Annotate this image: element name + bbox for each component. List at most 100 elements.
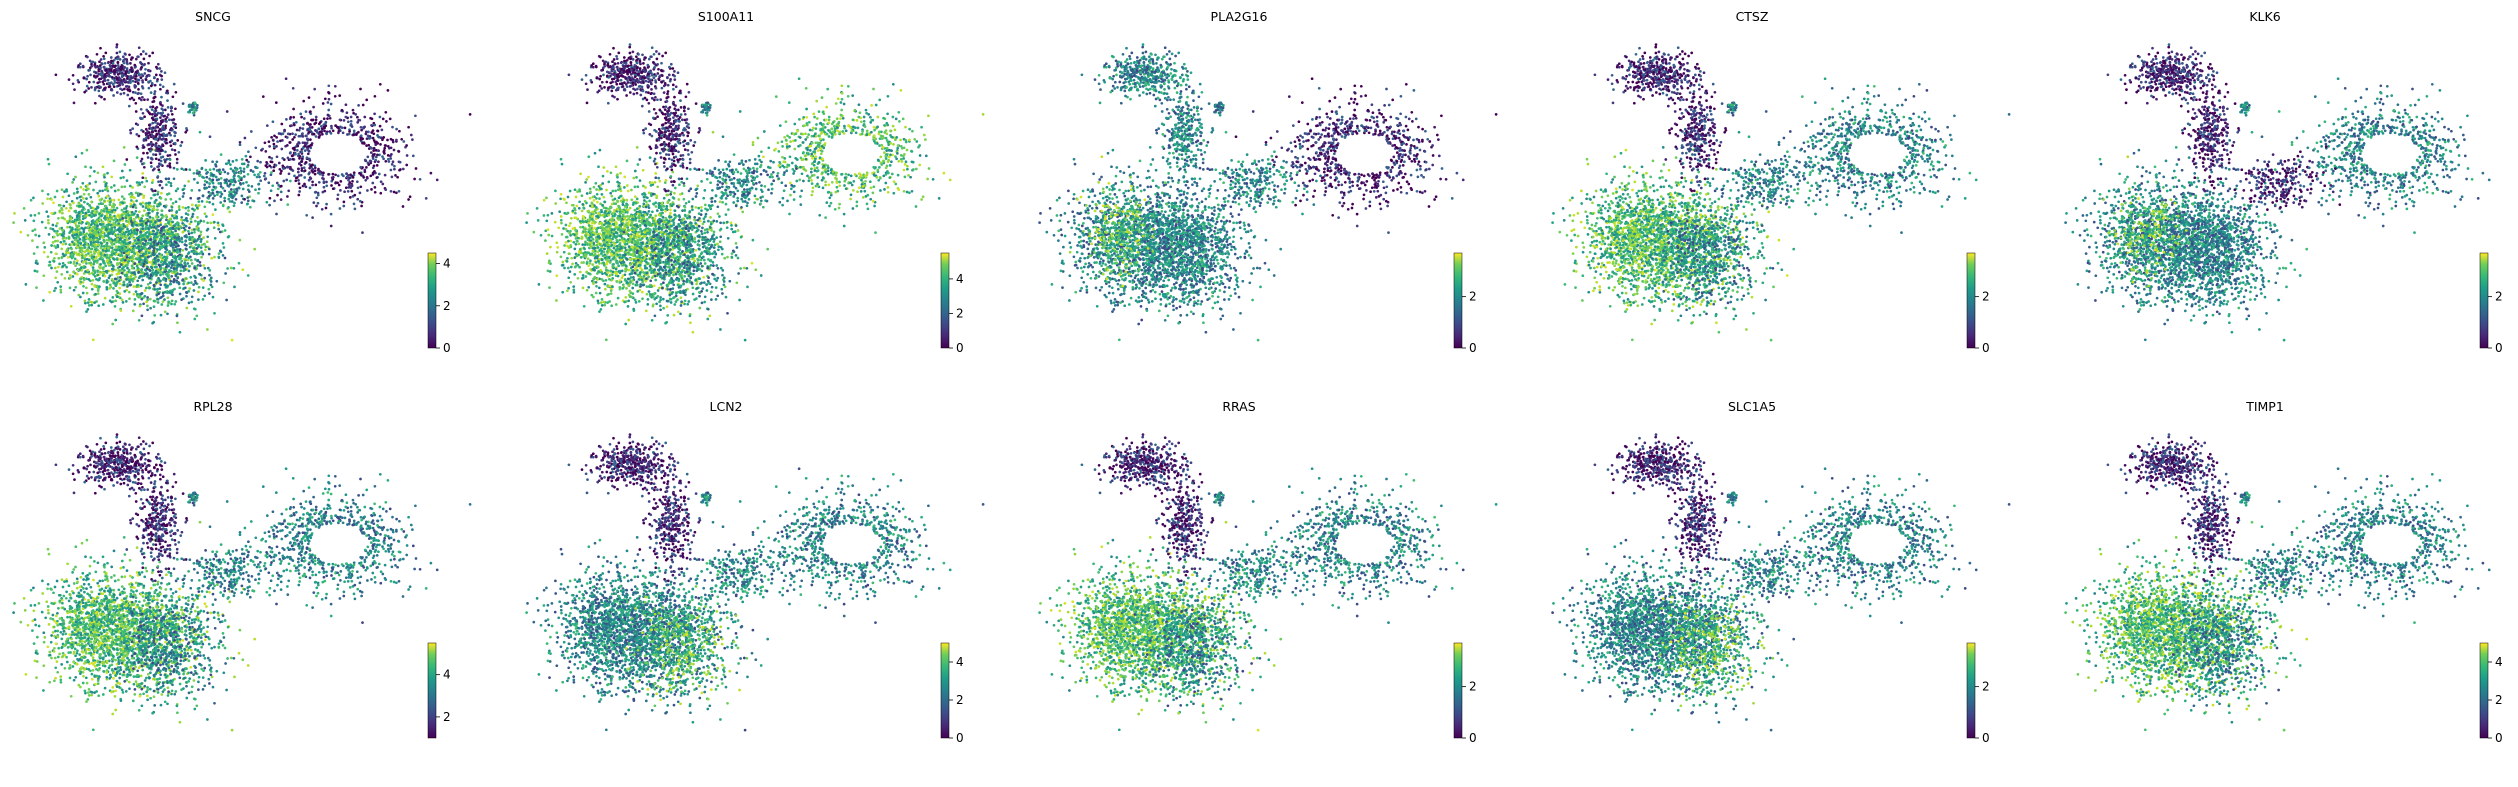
scatter-point bbox=[123, 146, 126, 149]
scatter-point bbox=[212, 203, 215, 206]
scatter-point bbox=[166, 90, 169, 93]
scatter-point bbox=[398, 130, 401, 133]
scatter-point bbox=[126, 224, 129, 227]
scatter-point bbox=[362, 104, 365, 107]
scatter-point bbox=[181, 241, 184, 244]
scatter-point bbox=[84, 165, 87, 168]
scatter-point bbox=[356, 121, 359, 124]
scatter-point bbox=[71, 241, 74, 244]
scatter-point bbox=[109, 85, 112, 88]
scatter-point bbox=[376, 134, 379, 137]
scatter-point bbox=[379, 116, 382, 119]
scatter-point bbox=[160, 163, 163, 166]
scatter-point bbox=[165, 286, 168, 289]
scatter-point bbox=[62, 237, 65, 240]
scatter-point bbox=[196, 206, 199, 209]
scatter-point bbox=[138, 135, 141, 138]
scatter-point bbox=[74, 257, 77, 260]
scatter-point bbox=[176, 277, 179, 280]
scatter-point bbox=[399, 168, 402, 171]
scatter-point bbox=[188, 232, 191, 235]
scatter-point bbox=[143, 295, 146, 298]
scatter-point bbox=[103, 75, 106, 78]
scatter-point bbox=[187, 230, 190, 233]
scatter-point bbox=[106, 172, 109, 175]
scatter-point bbox=[147, 156, 150, 159]
scatter-point bbox=[144, 68, 147, 71]
scatter-point bbox=[52, 228, 55, 231]
scatter-point bbox=[136, 80, 139, 83]
scatter-point bbox=[108, 223, 111, 226]
scatter-point bbox=[161, 187, 164, 190]
scatter-point bbox=[311, 216, 314, 219]
scatter-point bbox=[302, 127, 305, 130]
scatter-point bbox=[52, 241, 55, 244]
scatter-point bbox=[295, 121, 298, 124]
scatter-point bbox=[118, 227, 121, 230]
scatter-point bbox=[165, 177, 168, 180]
scatter-point bbox=[109, 214, 112, 217]
scatter-point bbox=[151, 52, 154, 55]
scatter-point bbox=[197, 298, 200, 301]
scatter-point bbox=[279, 172, 282, 175]
scatter-point bbox=[176, 261, 179, 264]
scatter-point bbox=[142, 254, 145, 257]
scatter-point bbox=[83, 255, 86, 258]
scatter-point bbox=[349, 185, 352, 188]
scatter-point bbox=[281, 164, 284, 167]
scatter-point bbox=[189, 242, 192, 245]
scatter-point bbox=[139, 255, 142, 258]
scatter-point bbox=[304, 149, 307, 152]
scatter-point bbox=[297, 153, 300, 156]
scatter-point bbox=[167, 304, 170, 307]
scatter-point bbox=[356, 116, 359, 119]
scatter-point bbox=[325, 121, 328, 124]
scatter-point bbox=[71, 243, 74, 246]
scatter-point bbox=[153, 241, 156, 244]
scatter-point bbox=[162, 115, 165, 118]
scatter-point bbox=[178, 286, 181, 289]
scatter-point bbox=[145, 109, 148, 112]
scatter-point bbox=[164, 124, 167, 127]
scatter-point bbox=[361, 142, 364, 145]
scatter-point bbox=[135, 224, 138, 227]
scatter-point bbox=[155, 147, 158, 150]
scatter-point bbox=[69, 206, 72, 209]
scatter-point bbox=[168, 277, 171, 280]
scatter-point bbox=[151, 108, 154, 111]
scatter-point bbox=[87, 301, 90, 304]
scatter-point bbox=[232, 184, 235, 187]
scatter-point bbox=[131, 193, 134, 196]
scatter-point bbox=[182, 195, 185, 198]
scatter-point bbox=[129, 202, 132, 205]
scatter-point bbox=[182, 269, 185, 272]
scatter-point bbox=[208, 248, 211, 251]
scatter-point bbox=[391, 163, 394, 166]
scatter-point bbox=[146, 98, 149, 101]
scatter-point bbox=[68, 243, 71, 246]
scatter-point bbox=[80, 281, 83, 284]
scatter-point bbox=[158, 135, 161, 138]
scatter-point bbox=[53, 236, 56, 239]
scatter-point bbox=[209, 168, 212, 171]
scatter-point bbox=[122, 176, 125, 179]
scatter-point bbox=[159, 116, 162, 119]
scatter-point bbox=[143, 166, 146, 169]
scatter-point bbox=[170, 129, 173, 132]
scatter-point bbox=[356, 198, 359, 201]
scatter-point bbox=[152, 105, 155, 108]
scatter-point bbox=[300, 151, 303, 154]
scatter-point bbox=[294, 133, 297, 136]
scatter-point bbox=[75, 243, 78, 246]
scatter-point bbox=[57, 217, 60, 220]
scatter-point bbox=[218, 252, 221, 255]
scatter-point bbox=[390, 190, 393, 193]
scatter-point bbox=[359, 192, 362, 195]
scatter-point bbox=[291, 132, 294, 135]
scatter-point bbox=[140, 53, 143, 56]
scatter-point bbox=[323, 130, 326, 133]
scatter-point bbox=[386, 139, 389, 142]
scatter-point bbox=[169, 289, 172, 292]
scatter-point bbox=[276, 182, 279, 185]
scatter-point bbox=[268, 140, 271, 143]
